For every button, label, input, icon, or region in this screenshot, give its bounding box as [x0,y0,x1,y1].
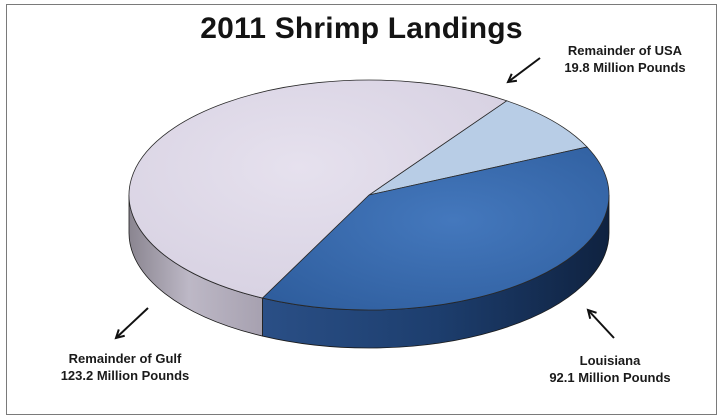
label-remainder-gulf-value: 123.2 Million Pounds [60,368,190,383]
label-remainder-usa-value: 19.8 Million Pounds [564,60,686,75]
label-louisiana-name: Louisiana [579,353,641,368]
arrow-remainder-gulf [114,307,149,340]
label-remainder-usa-name: Remainder of USA [567,43,683,58]
label-remainder-usa: Remainder of USA 19.8 Million Pounds [540,42,710,76]
pie-slice-louisiana [261,146,610,311]
label-remainder-gulf: Remainder of Gulf 123.2 Million Pounds [20,350,230,384]
chart-title: 2011 Shrimp Landings [200,12,523,45]
label-louisiana: Louisiana 92.1 Million Pounds [520,352,700,386]
label-louisiana-value: 92.1 Million Pounds [549,370,671,385]
pie-slice-remainder-of-gulf [128,79,508,299]
arrow-louisiana [586,308,615,339]
arrow-remainder-usa [506,57,541,84]
label-remainder-gulf-name: Remainder of Gulf [68,351,182,366]
pie-slice-remainder-of-usa [368,100,588,196]
